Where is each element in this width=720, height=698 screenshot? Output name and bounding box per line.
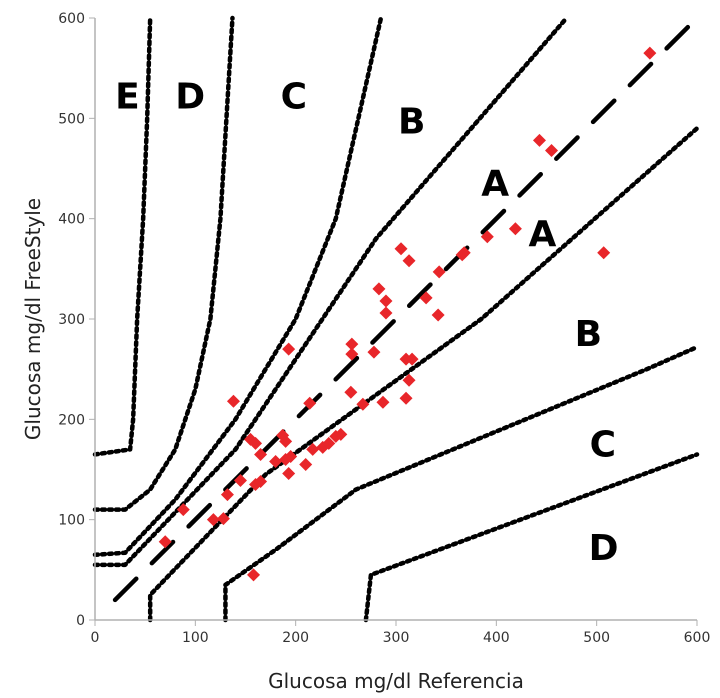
identity-line	[112, 15, 700, 603]
x-tick-label: 0	[91, 630, 100, 646]
x-tick-label: 600	[684, 630, 711, 646]
data-point	[216, 512, 230, 526]
zone-label-A: A	[528, 214, 556, 255]
data-point	[344, 385, 358, 399]
data-point	[306, 442, 320, 456]
zone-boundary-C-lower	[363, 452, 700, 623]
y-tick-label: 300	[58, 312, 85, 328]
zone-label-C: C	[281, 76, 307, 117]
data-point	[431, 308, 445, 322]
y-tick-label: 0	[76, 613, 85, 629]
zone-boundary-A-upper	[92, 15, 569, 568]
y-tick-label: 600	[58, 11, 85, 27]
data-point	[394, 242, 408, 256]
x-tick-label: 500	[583, 630, 610, 646]
data-point	[356, 397, 370, 411]
data-point	[455, 248, 469, 262]
data-point	[206, 513, 220, 527]
x-tick-label: 400	[483, 630, 510, 646]
data-point	[379, 294, 393, 308]
zone-label-B: B	[398, 101, 425, 142]
y-tick-label: 400	[58, 212, 85, 228]
data-point	[402, 254, 416, 268]
data-point	[279, 434, 293, 448]
data-point	[303, 396, 317, 410]
x-axis-label: Glucosa mg/dl Referencia	[268, 669, 524, 693]
data-point	[284, 449, 298, 463]
data-point	[176, 503, 190, 517]
zone-boundary-B-upper	[92, 15, 384, 558]
data-point	[158, 535, 172, 549]
data-point	[376, 395, 390, 409]
y-tick-label: 200	[58, 412, 85, 428]
data-point	[419, 291, 433, 305]
zone-label-B: B	[575, 314, 602, 355]
data-point	[345, 337, 359, 351]
axes: 0 100 200 300 400 500 600 0 100 200 300 400 500 600	[58, 11, 710, 646]
data-point	[299, 457, 313, 471]
data-point	[372, 282, 386, 296]
data-point	[282, 342, 296, 356]
data-point	[508, 222, 522, 236]
data-point	[269, 454, 283, 468]
zone-label-C: C	[590, 424, 616, 465]
zone-boundary-D-upper	[92, 15, 153, 457]
data-point	[532, 133, 546, 147]
data-point	[247, 568, 261, 582]
y-axis-label: Glucosa mg/dl FreeStyle	[21, 198, 45, 440]
zone-boundaries	[92, 15, 700, 623]
data-point	[432, 265, 446, 279]
data-point	[226, 394, 240, 408]
data-point	[345, 347, 359, 361]
data-point	[254, 475, 268, 489]
data-point	[545, 143, 559, 157]
data-point	[322, 436, 336, 450]
zone-label-A: A	[481, 164, 509, 205]
data-point	[597, 246, 611, 260]
x-tick-label: 300	[383, 630, 410, 646]
y-tick-label: 500	[58, 111, 85, 127]
identity-dashed-line	[112, 15, 700, 603]
data-points	[158, 46, 657, 582]
zone-label-D: D	[175, 76, 205, 117]
zone-boundary-B-lower	[223, 344, 700, 623]
data-point	[405, 352, 419, 366]
data-point	[379, 306, 393, 320]
zone-label-E: E	[115, 76, 140, 117]
data-point	[282, 467, 296, 481]
zone-label-D: D	[589, 528, 619, 569]
data-point	[399, 391, 413, 405]
data-point	[334, 427, 348, 441]
y-tick-label: 100	[58, 513, 85, 529]
data-point	[233, 474, 247, 488]
data-point	[254, 447, 268, 461]
x-tick-label: 100	[182, 630, 209, 646]
data-point	[220, 488, 234, 502]
x-tick-label: 200	[282, 630, 309, 646]
data-point	[402, 373, 416, 387]
zone-boundary-A-lower	[147, 126, 700, 623]
data-point	[249, 436, 263, 450]
data-point	[367, 345, 381, 359]
zone-boundary-C-upper	[92, 15, 235, 512]
data-point	[643, 46, 657, 60]
data-point	[480, 230, 494, 244]
